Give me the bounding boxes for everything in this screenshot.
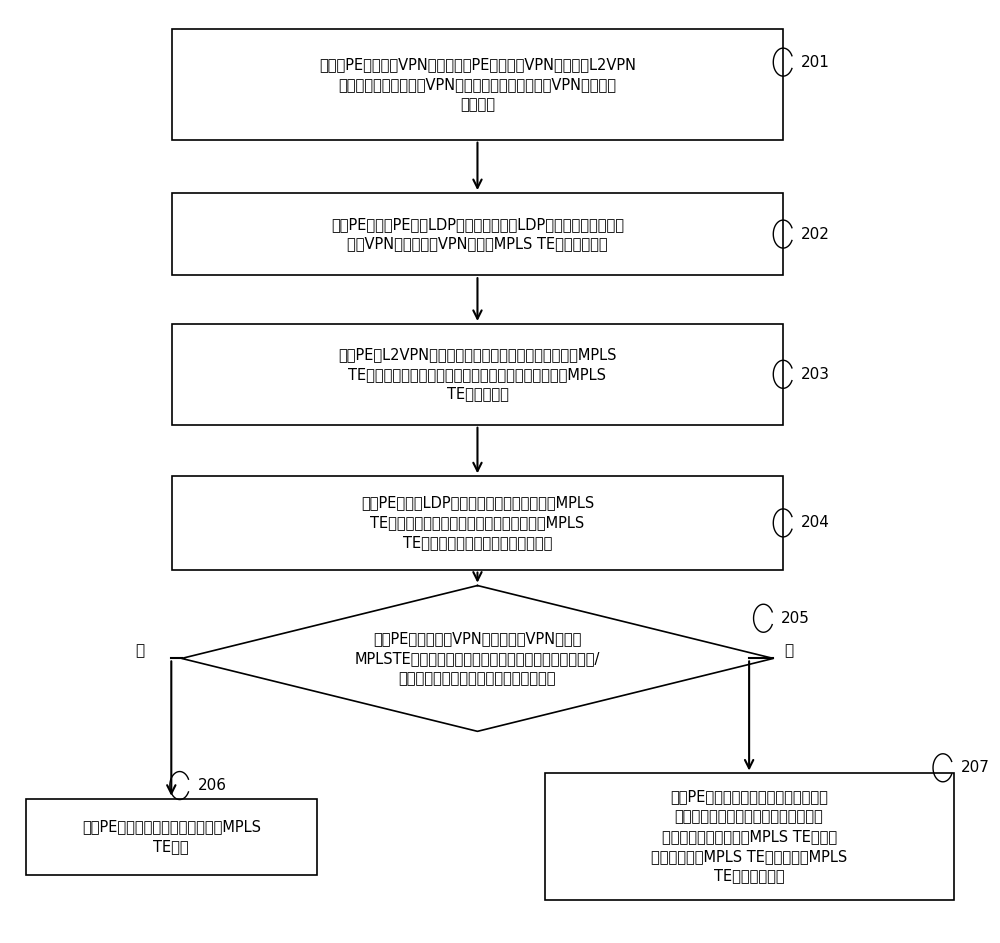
Text: 是: 是 xyxy=(136,643,145,658)
Text: 207: 207 xyxy=(961,760,990,775)
Text: 当第一PE上的第一VPN实例和第二PE上的第二VPN实例开展L2VPN
业务时；预先配置第一VPN实例为业务主动方；第二VPN实例为业
务被动方: 当第一PE上的第一VPN实例和第二PE上的第二VPN实例开展L2VPN 业务时；… xyxy=(319,58,636,112)
FancyBboxPatch shape xyxy=(172,476,783,570)
FancyBboxPatch shape xyxy=(172,323,783,424)
FancyBboxPatch shape xyxy=(26,799,317,875)
Text: 第一PE向第二PE发送LDP标签分发消息；LDP标签分发消息中包括
第一VPN实例到第二VPN实例的MPLS TE隧道的标识符: 第一PE向第二PE发送LDP标签分发消息；LDP标签分发消息中包括 第一VPN实… xyxy=(331,217,624,252)
Text: 第二PE根据从LDP标签分发消息中获取的第一MPLS
TE隧道的标识符；即第一标识符；获取第一MPLS
TE隧道的路径信息；即第一路径信息: 第二PE根据从LDP标签分发消息中获取的第一MPLS TE隧道的标识符；即第一标… xyxy=(361,496,594,550)
FancyBboxPatch shape xyxy=(172,193,783,275)
Text: 202: 202 xyxy=(801,226,830,241)
FancyBboxPatch shape xyxy=(545,773,954,900)
Text: 206: 206 xyxy=(197,778,226,793)
Text: 第二PE使用第二路径信息建立第二MPLS
TE隧道: 第二PE使用第二路径信息建立第二MPLS TE隧道 xyxy=(82,819,261,854)
FancyBboxPatch shape xyxy=(172,29,783,140)
Text: 203: 203 xyxy=(801,367,830,382)
Text: 205: 205 xyxy=(781,611,810,626)
Text: 204: 204 xyxy=(801,516,830,530)
Text: 第一PE给L2VPN业务指定隧道模板；通过隧道模板获取MPLS
TE隧道建立使用的属性信息；基于该属性信息驱动第一MPLS
TE隧道的建立: 第一PE给L2VPN业务指定隧道模板；通过隧道模板获取MPLS TE隧道建立使用… xyxy=(338,347,617,402)
Text: 201: 201 xyxy=(801,55,830,70)
Text: 第二PE判断由第一VPN实例到第二VPN实例的
MPLSTE隧道的路径信息反转得到的路径信息上的节点和/
或链路是否满足第一隧道属性信息的约束: 第二PE判断由第一VPN实例到第二VPN实例的 MPLSTE隧道的路径信息反转得… xyxy=(355,631,600,686)
Text: 第二PE根据第一隧道属性信息和第二路
径信息计算出路径信息；然后使用计算
出的路径信息建立第三MPLS TE隧道；
其中所述第三MPLS TE隧道与第一MPLS: 第二PE根据第一隧道属性信息和第二路 径信息计算出路径信息；然后使用计算 出的路… xyxy=(651,789,847,884)
Text: 否: 否 xyxy=(784,643,794,658)
